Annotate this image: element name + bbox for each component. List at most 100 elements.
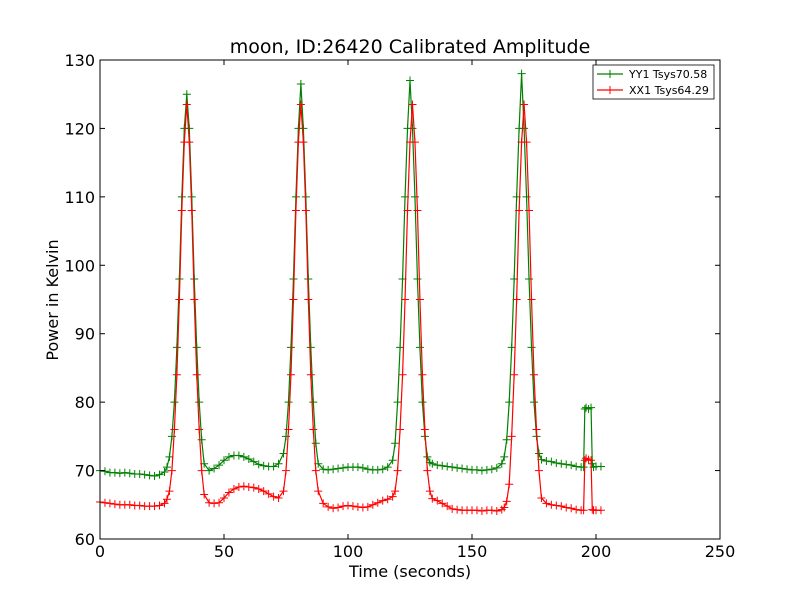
data-point — [530, 398, 538, 407]
legend-marker — [606, 70, 614, 78]
data-point — [210, 499, 219, 508]
data-point — [301, 206, 310, 215]
data-point — [547, 457, 556, 466]
data-point — [408, 124, 417, 133]
y-tick-label: 80 — [75, 393, 95, 412]
data-point — [264, 489, 273, 498]
data-point — [339, 502, 348, 511]
data-point — [353, 502, 362, 511]
data-point — [279, 449, 288, 458]
data-point — [542, 456, 551, 465]
data-point — [517, 69, 526, 78]
data-point — [162, 463, 171, 472]
data-point — [135, 501, 144, 510]
data-point — [497, 459, 506, 468]
data-point — [229, 485, 238, 494]
data-point — [239, 482, 248, 491]
data-point — [391, 439, 400, 448]
data-point — [579, 506, 588, 515]
data-point — [500, 503, 509, 512]
data-point — [160, 467, 169, 476]
data-point — [170, 398, 179, 407]
data-point — [299, 124, 308, 133]
data-point — [510, 370, 519, 379]
data-point — [393, 466, 402, 475]
data-point — [286, 370, 295, 379]
data-point — [282, 466, 290, 475]
data-point — [177, 206, 186, 215]
data-point — [557, 502, 566, 511]
data-point — [463, 465, 472, 474]
data-point — [224, 488, 233, 497]
x-axis-label: Time (seconds) — [348, 562, 471, 581]
data-point — [492, 506, 501, 515]
data-point — [244, 482, 253, 491]
data-point — [507, 343, 516, 352]
data-point — [415, 295, 424, 304]
data-point — [596, 462, 605, 471]
data-point — [373, 498, 382, 507]
series-layer — [96, 69, 605, 515]
data-point — [269, 462, 278, 471]
data-point — [197, 466, 206, 475]
data-point — [428, 494, 437, 503]
data-point — [588, 505, 597, 514]
data-point — [418, 398, 427, 407]
data-point — [567, 504, 576, 513]
data-point — [383, 495, 392, 504]
data-point — [309, 398, 318, 407]
y-tick-label: 110 — [64, 188, 95, 207]
data-point — [557, 459, 566, 468]
data-point — [438, 461, 447, 470]
data-point — [150, 502, 159, 511]
data-point — [358, 503, 367, 512]
data-point — [572, 462, 581, 471]
data-point — [363, 502, 372, 511]
data-point — [234, 451, 243, 460]
data-point — [120, 468, 129, 477]
data-point — [562, 460, 571, 469]
data-point — [311, 439, 320, 448]
data-point — [165, 452, 174, 461]
legend-box — [592, 64, 715, 100]
x-tick-label: 150 — [457, 542, 488, 561]
data-point — [348, 502, 357, 511]
data-point — [185, 124, 194, 133]
data-point — [492, 463, 501, 472]
data-point — [192, 343, 201, 352]
data-point — [254, 485, 263, 494]
data-point — [324, 502, 333, 511]
data-point — [314, 487, 323, 496]
data-point — [534, 466, 543, 475]
data-point — [110, 500, 119, 509]
data-point — [552, 501, 561, 510]
ticks-layer: 0 50 100 150 200 250 60 70 80 90 100 110 120 130 — [64, 51, 735, 561]
data-point — [210, 464, 219, 473]
data-point — [269, 492, 278, 501]
data-point — [522, 138, 531, 147]
data-point — [274, 493, 283, 502]
data-point — [289, 295, 298, 304]
data-point — [448, 504, 457, 513]
data-point — [438, 499, 447, 508]
x-tick-label: 0 — [95, 542, 105, 561]
data-point — [373, 465, 382, 474]
data-point — [100, 498, 109, 507]
data-point — [505, 480, 514, 489]
data-point — [244, 454, 253, 463]
data-point — [110, 468, 119, 477]
data-point — [358, 463, 367, 472]
y-tick-label: 120 — [64, 119, 95, 138]
data-point — [353, 463, 362, 472]
series-0 — [96, 69, 605, 481]
data-point — [165, 487, 174, 496]
data-point — [309, 425, 318, 434]
data-point — [344, 501, 352, 510]
data-point — [334, 464, 343, 473]
data-point — [433, 496, 442, 505]
data-point — [520, 100, 529, 109]
data-point — [185, 138, 194, 147]
data-point — [579, 463, 588, 472]
data-point — [259, 461, 268, 470]
